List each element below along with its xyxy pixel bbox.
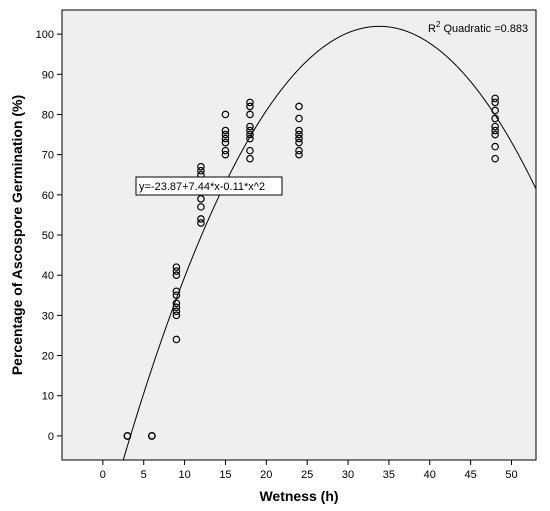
data-point [491, 126, 499, 135]
data-point [246, 134, 254, 143]
data-point [197, 219, 205, 227]
data-point [491, 94, 499, 103]
data-point [197, 166, 205, 175]
data-point [221, 146, 230, 155]
plot-area [61, 9, 537, 461]
data-point [491, 98, 499, 107]
data-point [172, 263, 181, 271]
data-point [197, 203, 205, 211]
data-point [491, 130, 499, 139]
x-tick-label: 50 [505, 469, 517, 481]
data-point [197, 162, 205, 171]
data-point [491, 114, 499, 123]
y-tick-label: 80 [42, 109, 54, 121]
data-point [491, 122, 499, 131]
y-tick-label: 20 [42, 351, 54, 363]
y-tick-label: 10 [42, 391, 54, 403]
data-point [491, 154, 499, 163]
x-tick-label: 20 [260, 469, 272, 481]
data-point [295, 150, 303, 159]
x-tick-label: 45 [464, 469, 476, 481]
data-point [148, 432, 156, 440]
y-tick-label: 90 [42, 69, 54, 81]
x-tick-label: 5 [141, 469, 147, 481]
equation-box-border [135, 176, 283, 196]
equation-label: y=-23.87+7.44*x-0.11*x^2 [139, 181, 265, 193]
x-tick-label: 40 [424, 469, 436, 481]
data-point [197, 215, 205, 223]
x-tick-label: 10 [178, 469, 190, 481]
y-tick-label: 100 [36, 29, 54, 41]
data-point [295, 134, 303, 143]
r2-label: R [428, 23, 436, 35]
data-point [172, 311, 181, 320]
data-point [172, 307, 181, 316]
data-point [197, 195, 205, 203]
ticks-layer: 0 5 10 15 20 25 30 35 40 45 50 0 10 20 30 40 50 60 70 80 90 1… [36, 29, 518, 481]
data-point [221, 126, 230, 135]
x-tick-label: 0 [100, 469, 106, 481]
data-point [172, 271, 181, 279]
data-point [246, 146, 254, 155]
y-tick-label: 60 [42, 190, 54, 202]
data-point [246, 98, 254, 107]
data-point [246, 110, 254, 119]
y-tick-label: 50 [42, 230, 54, 242]
data-point [295, 126, 303, 135]
data-point [172, 299, 181, 308]
data-point [295, 114, 303, 123]
data-point [172, 287, 181, 296]
x-tick-label: 25 [301, 469, 313, 481]
data-point [246, 126, 254, 135]
data-point [295, 138, 303, 147]
y-tick-label: 40 [42, 270, 54, 282]
data-point [221, 110, 230, 119]
data-point [172, 267, 181, 275]
data-point [221, 138, 230, 147]
data-point [221, 134, 230, 143]
points-layer [123, 94, 499, 440]
r2-text: Quadratic =0.883 [440, 23, 528, 35]
data-point [172, 291, 181, 300]
curve-layer [122, 25, 537, 460]
data-point [221, 150, 230, 159]
data-point [295, 146, 303, 155]
x-tick-label: 15 [219, 469, 231, 481]
y-axis-title: Percentage of Ascospore Germination (%) [9, 95, 25, 375]
equation-box: y=-23.87+7.44*x-0.11*x^2 [135, 176, 283, 196]
x-axis-title: Wetness (h) [259, 488, 338, 504]
data-point [172, 303, 181, 312]
data-point [172, 335, 181, 344]
r2-superscript: 2 [436, 20, 441, 29]
y-tick-label: 0 [48, 431, 54, 443]
data-point [246, 122, 254, 131]
data-point [246, 102, 254, 111]
r2-annotation: R2 Quadratic =0.883 [428, 20, 528, 35]
data-point [295, 130, 303, 139]
data-point [491, 106, 499, 115]
y-tick-label: 30 [42, 310, 54, 322]
fit-curve [122, 25, 537, 460]
x-tick-label: 30 [342, 469, 354, 481]
data-point [295, 102, 303, 111]
y-tick-label: 70 [42, 150, 54, 162]
data-point [491, 142, 499, 151]
data-point [246, 154, 254, 163]
x-tick-label: 35 [383, 469, 395, 481]
data-point [246, 130, 254, 139]
data-point [123, 432, 132, 440]
data-point [221, 130, 230, 139]
